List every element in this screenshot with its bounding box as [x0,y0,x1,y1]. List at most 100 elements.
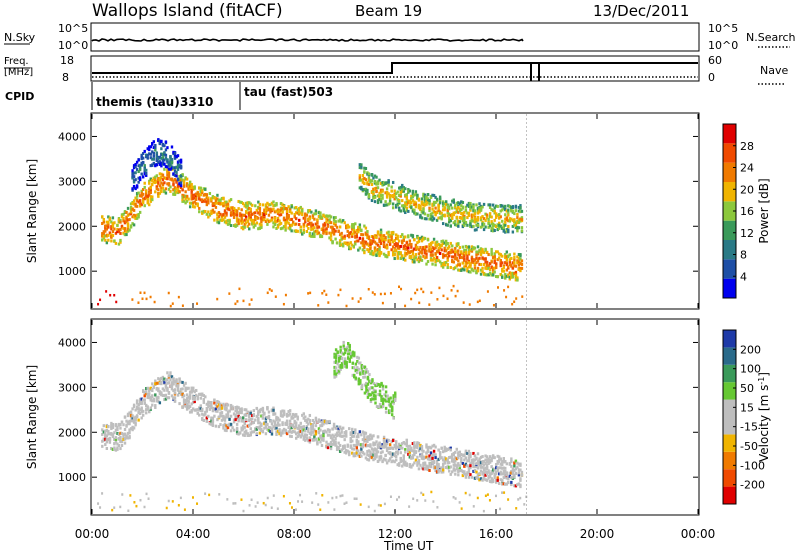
range-cell [386,397,389,401]
range-cell [299,434,302,438]
range-cell [440,470,443,474]
range-cell [122,432,125,436]
range-cell [423,236,427,240]
range-cell [490,215,493,219]
range-cell [488,480,492,484]
range-cell [355,443,359,447]
range-cell [279,414,283,418]
range-cell [431,204,434,208]
range-cell [184,190,187,194]
range-cell [479,268,483,272]
range-cell [378,405,382,409]
range-cell [287,426,290,430]
range-cell [235,213,239,217]
range-cell [457,201,460,205]
range-cell [360,229,363,233]
range-cell [301,428,304,432]
range-cell [243,225,246,229]
range-cell [219,411,222,415]
range-cell [316,224,319,228]
range-cell [343,236,346,240]
near-range-cell [468,303,471,306]
range-cell [467,270,471,274]
range-cell [372,388,376,392]
range-cell [113,442,116,446]
range-cell [482,463,486,467]
range-cell [258,226,262,230]
range-cell [360,369,364,373]
range-cell [481,460,484,464]
range-cell [466,266,469,270]
range-cell [258,222,262,226]
near-range-cell [353,497,356,500]
range-cell [360,454,363,458]
range-cell [360,163,363,167]
range-cell [451,258,454,262]
range-cell [185,399,189,403]
range-cell [390,189,393,193]
range-cell [396,237,399,241]
range-cell [329,442,333,446]
range-cell [484,458,487,462]
near-range-cell [450,289,453,292]
range-cell [517,263,521,267]
range-cell [402,440,405,444]
range-cell [441,200,445,204]
near-range-cell [458,501,461,504]
range-cell [122,437,125,441]
range-cell [485,467,489,471]
range-cell [466,269,469,273]
range-cell [154,148,157,152]
range-cell [131,425,134,429]
near-range-cell [131,298,134,301]
range-cell [181,387,184,391]
range-cell [245,215,248,219]
range-cell [351,435,354,439]
range-cell [404,448,407,452]
range-cell [185,397,189,401]
range-cell [390,413,394,417]
range-cell [472,458,475,462]
range-cell [299,421,302,425]
range-cell [370,239,374,243]
range-cell [369,444,372,448]
range-cell [496,204,499,208]
range-cell [434,206,437,210]
near-range-cell [351,297,354,300]
range-cell [116,223,119,227]
range-cell [176,189,180,193]
range-cell [437,468,440,472]
range-cell [284,221,287,225]
range-cell [437,207,440,211]
range-cell [381,401,385,405]
range-cell [261,429,265,433]
range-cell [476,250,480,254]
range-cell [357,435,360,439]
range-cell [187,386,190,390]
range-cell [393,257,396,261]
range-cell [469,249,472,253]
range-cell [507,224,510,228]
range-cell [202,400,205,404]
range-cell [101,444,104,448]
range-cell [332,232,336,236]
range-cell [448,218,451,222]
range-cell [214,197,218,201]
range-cell [440,217,443,221]
range-cell [229,422,233,426]
range-cell [304,429,307,433]
range-cell [169,384,172,388]
range-cell [207,196,210,200]
range-cell [151,150,154,154]
range-cell [510,457,513,461]
range-cell [336,351,339,355]
range-cell [496,223,499,227]
range-cell [353,375,356,379]
range-cell [243,408,246,412]
range-cell [305,418,309,422]
range-cell [375,234,378,238]
range-cell [443,445,446,449]
range-cell [357,230,360,234]
range-cell [425,455,428,459]
range-cell [161,178,165,182]
